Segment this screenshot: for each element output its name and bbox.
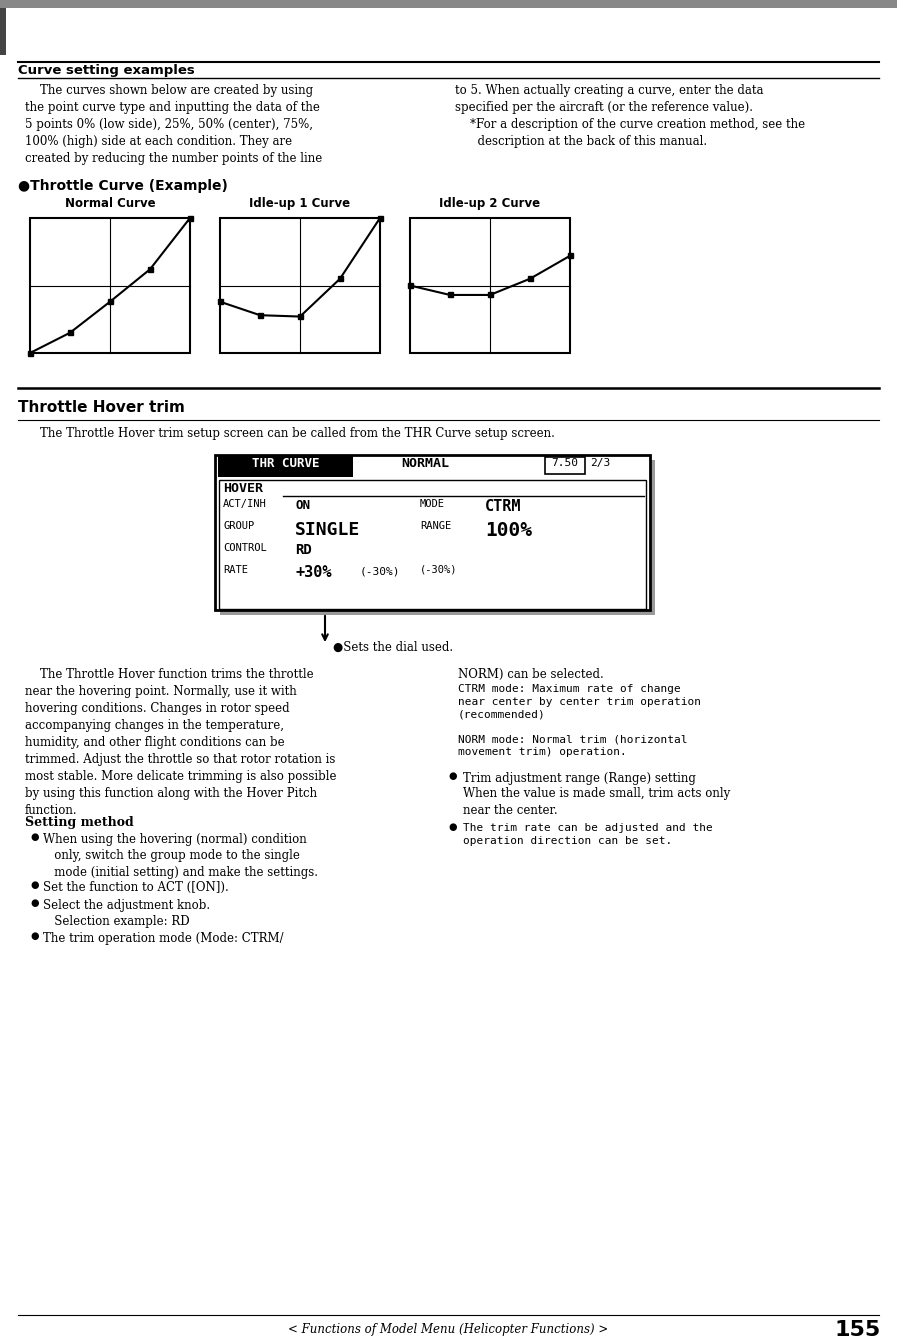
Text: HOVER: HOVER: [223, 482, 263, 496]
Text: RD: RD: [295, 543, 312, 557]
Text: THR CURVE: THR CURVE: [252, 457, 319, 470]
Bar: [410, 218, 570, 353]
Text: When the value is made small, trim acts only
near the center.: When the value is made small, trim acts …: [463, 787, 730, 817]
Bar: [407, 283, 413, 287]
Text: Select the adjustment knob.
   Selection example: RD: Select the adjustment knob. Selection ex…: [43, 898, 210, 928]
Text: < Functions of Model Menu (Helicopter Functions) >: < Functions of Model Menu (Helicopter Fu…: [288, 1323, 608, 1336]
Bar: [0, 0, 897, 8]
Text: 155: 155: [835, 1320, 881, 1340]
Text: The trim operation mode (Mode: CTRM/: The trim operation mode (Mode: CTRM/: [43, 932, 283, 945]
Text: The Throttle Hover function trims the throttle
near the hovering point. Normally: The Throttle Hover function trims the th…: [25, 667, 336, 817]
Text: SINGLE: SINGLE: [295, 521, 361, 539]
Text: NORM) can be selected.: NORM) can be selected.: [458, 667, 604, 681]
Bar: [28, 351, 32, 356]
Bar: [108, 299, 112, 305]
Bar: [217, 299, 222, 305]
Text: The trim rate can be adjusted and the
operation direction can be set.: The trim rate can be adjusted and the op…: [463, 823, 713, 846]
Text: CONTROL: CONTROL: [223, 543, 266, 553]
Text: RATE: RATE: [223, 565, 248, 575]
Bar: [220, 461, 655, 615]
Text: ●: ●: [30, 833, 39, 842]
Bar: [220, 218, 380, 353]
Bar: [219, 479, 646, 608]
Bar: [378, 215, 382, 220]
Bar: [527, 277, 533, 281]
Bar: [448, 293, 452, 297]
Text: The Throttle Hover trim setup screen can be called from the THR Curve setup scre: The Throttle Hover trim setup screen can…: [25, 427, 555, 441]
Text: Normal Curve: Normal Curve: [65, 197, 155, 210]
Bar: [337, 277, 343, 281]
Text: ●: ●: [448, 823, 457, 833]
Text: ●: ●: [30, 881, 39, 890]
Text: 100%: 100%: [485, 521, 532, 540]
Bar: [187, 215, 193, 220]
Text: GROUP: GROUP: [223, 521, 254, 530]
Bar: [30, 218, 190, 353]
Text: 7.50: 7.50: [552, 458, 579, 467]
Text: Idle-up 1 Curve: Idle-up 1 Curve: [249, 197, 351, 210]
Text: MODE: MODE: [420, 500, 445, 509]
Text: The curves shown below are created by using
the point curve type and inputting t: The curves shown below are created by us…: [25, 85, 322, 165]
Text: Throttle Hover trim: Throttle Hover trim: [18, 400, 185, 415]
Text: ●Sets the dial used.: ●Sets the dial used.: [333, 641, 453, 654]
Text: NORM mode: Normal trim (horizontal
movement trim) operation.: NORM mode: Normal trim (horizontal movem…: [458, 735, 687, 757]
Bar: [257, 313, 263, 318]
Text: ●Throttle Curve (Example): ●Throttle Curve (Example): [18, 179, 228, 193]
Text: 2/3: 2/3: [590, 458, 610, 467]
Text: ●: ●: [30, 932, 39, 941]
Text: ●: ●: [30, 898, 39, 908]
Text: (-30%): (-30%): [420, 565, 457, 575]
Text: RANGE: RANGE: [420, 521, 451, 530]
Text: ON: ON: [295, 500, 310, 512]
Bar: [218, 455, 353, 477]
Text: to 5. When actually creating a curve, enter the data
specified per the aircraft : to 5. When actually creating a curve, en…: [455, 85, 806, 148]
Text: (-30%): (-30%): [360, 567, 400, 577]
Bar: [67, 330, 73, 336]
Bar: [487, 293, 492, 297]
Text: Curve setting examples: Curve setting examples: [18, 64, 195, 77]
Text: Setting method: Setting method: [25, 817, 134, 829]
Text: NORMAL: NORMAL: [401, 457, 449, 470]
Bar: [298, 314, 302, 320]
Bar: [545, 457, 585, 474]
Bar: [215, 455, 650, 610]
Bar: [568, 254, 572, 258]
Text: +30%: +30%: [295, 565, 332, 580]
Text: ●: ●: [448, 772, 457, 782]
Text: Set the function to ACT ([ON]).: Set the function to ACT ([ON]).: [43, 881, 229, 894]
Text: ACT/INH: ACT/INH: [223, 500, 266, 509]
Bar: [0, 8, 6, 55]
Text: CTRM mode: Maximum rate of change
near center by center trim operation
(recommen: CTRM mode: Maximum rate of change near c…: [458, 684, 701, 720]
Text: When using the hovering (normal) condition
   only, switch the group mode to the: When using the hovering (normal) conditi…: [43, 833, 318, 880]
Text: Idle-up 2 Curve: Idle-up 2 Curve: [440, 197, 541, 210]
Text: Trim adjustment range (Range) setting: Trim adjustment range (Range) setting: [463, 772, 696, 786]
Bar: [147, 267, 152, 271]
Text: CTRM: CTRM: [485, 500, 521, 514]
